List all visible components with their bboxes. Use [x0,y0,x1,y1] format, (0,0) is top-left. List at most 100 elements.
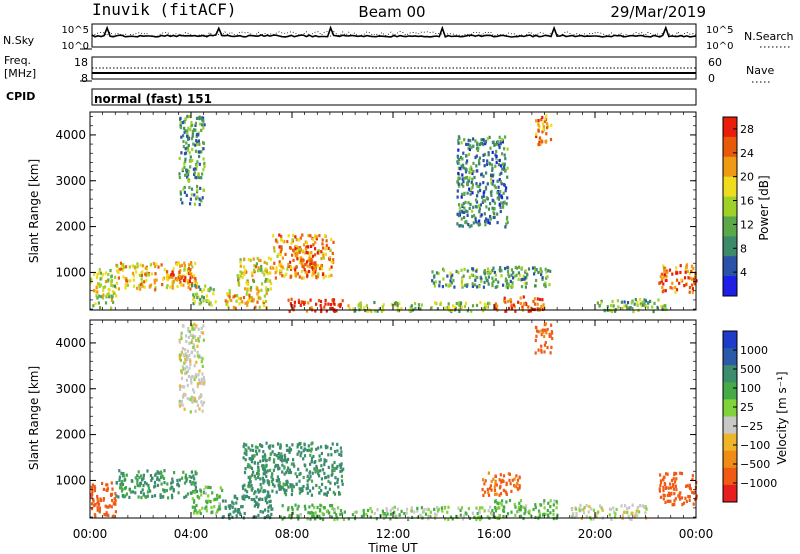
scatter-cell [314,517,317,521]
scatter-cell [514,265,517,270]
scatter-cell [336,480,339,484]
scatter-cell [163,481,166,485]
scatter-cell [294,472,297,476]
scatter-cell [172,267,175,271]
scatter-cell [186,129,189,133]
scatter-cell [556,513,559,517]
scatter-cell [153,494,157,498]
scatter-cell [171,275,174,279]
scatter-cell [186,369,190,373]
scatter-cell [546,508,549,513]
scatter-cell [111,498,114,503]
scatter-cell [489,217,492,221]
scatter-cell [334,482,337,486]
scatter-cell [201,403,204,407]
scatter-cell [482,138,485,142]
scatter-cell [674,480,677,484]
scatter-cell [224,499,227,503]
scatter-cell [417,303,421,307]
scatter-cell [179,387,182,391]
scatter-cell [249,480,252,484]
scatter-cell [330,265,333,269]
scatter-cell [240,505,243,509]
scatter-cell [271,507,274,511]
scatter-cell [316,469,319,473]
scatter-cell [141,284,144,288]
scatter-cell [484,199,487,203]
power-ylabel: Slant Range [km] [27,159,41,263]
scatter-cell [287,466,290,470]
scatter-cell [280,262,283,266]
scatter-cell [195,324,198,328]
scatter-cell [467,146,470,150]
scatter-cell [501,162,504,166]
scatter-cell [490,177,493,181]
scatter-cell [185,170,188,174]
scatter-cell [463,304,467,309]
scatter-cell [182,470,185,474]
scatter-cell [487,275,490,279]
scatter-cell [218,502,221,506]
scatter-cell [542,307,545,311]
scatter-cell [502,505,505,509]
scatter-cell [675,487,678,492]
scatter-cell [671,286,674,290]
scatter-cell [332,260,335,265]
scatter-cell [514,484,517,489]
scatter-cell [359,301,362,305]
scatter-cell [394,515,397,519]
scatter-cell [107,292,110,296]
scatter-cell [542,127,545,131]
scatter-cell [548,283,551,287]
scatter-cell [180,399,183,404]
scatter-cell [183,385,186,389]
scatter-cell [503,153,506,157]
scatter-cell [327,511,330,515]
scatter-cell [183,263,186,268]
scatter-cell [218,495,221,499]
scatter-cell [687,495,690,499]
scatter-cell [528,509,531,513]
scatter-cell [688,495,691,499]
scatter-cell [498,178,501,182]
scatter-cell [192,399,195,403]
scatter-cell [545,132,548,136]
scatter-cell [322,256,325,260]
nsky-tick-bottom: 10^0 [62,41,89,52]
scatter-cell [274,276,277,280]
scatter-cell [107,505,110,509]
scatter-cell [683,276,687,280]
scatter-cell [308,265,311,269]
scatter-cell [500,194,503,198]
scatter-cell [166,284,169,288]
scatter-cell [410,304,413,308]
scatter-cell [471,209,474,213]
scatter-cell [585,514,588,518]
scatter-cell [186,271,189,275]
scatter-cell [170,493,174,497]
scatter-cell [468,187,471,191]
scatter-cell [231,515,234,519]
scatter-cell [188,279,191,283]
scatter-cell [478,222,482,226]
scatter-cell [182,367,185,371]
scatter-cell [311,274,314,278]
scatter-cell [446,306,449,310]
station-title: Inuvik (fitACF) [92,0,237,19]
scatter-cell [291,486,294,490]
scatter-cell [317,272,320,276]
scatter-cell [327,479,330,483]
scatter-cell [123,487,127,491]
scatter-cell [470,224,473,228]
scatter-cell [487,152,490,156]
scatter-cell [497,197,500,201]
scatter-cell [331,306,334,311]
scatter-cell [192,293,195,297]
scatter-cell [191,131,194,135]
scatter-cell [600,301,603,305]
scatter-cell [166,273,169,277]
scatter-cell [110,279,113,283]
scatter-cell [300,258,303,262]
scatter-cell [176,284,179,289]
scatter-cell [185,365,188,369]
